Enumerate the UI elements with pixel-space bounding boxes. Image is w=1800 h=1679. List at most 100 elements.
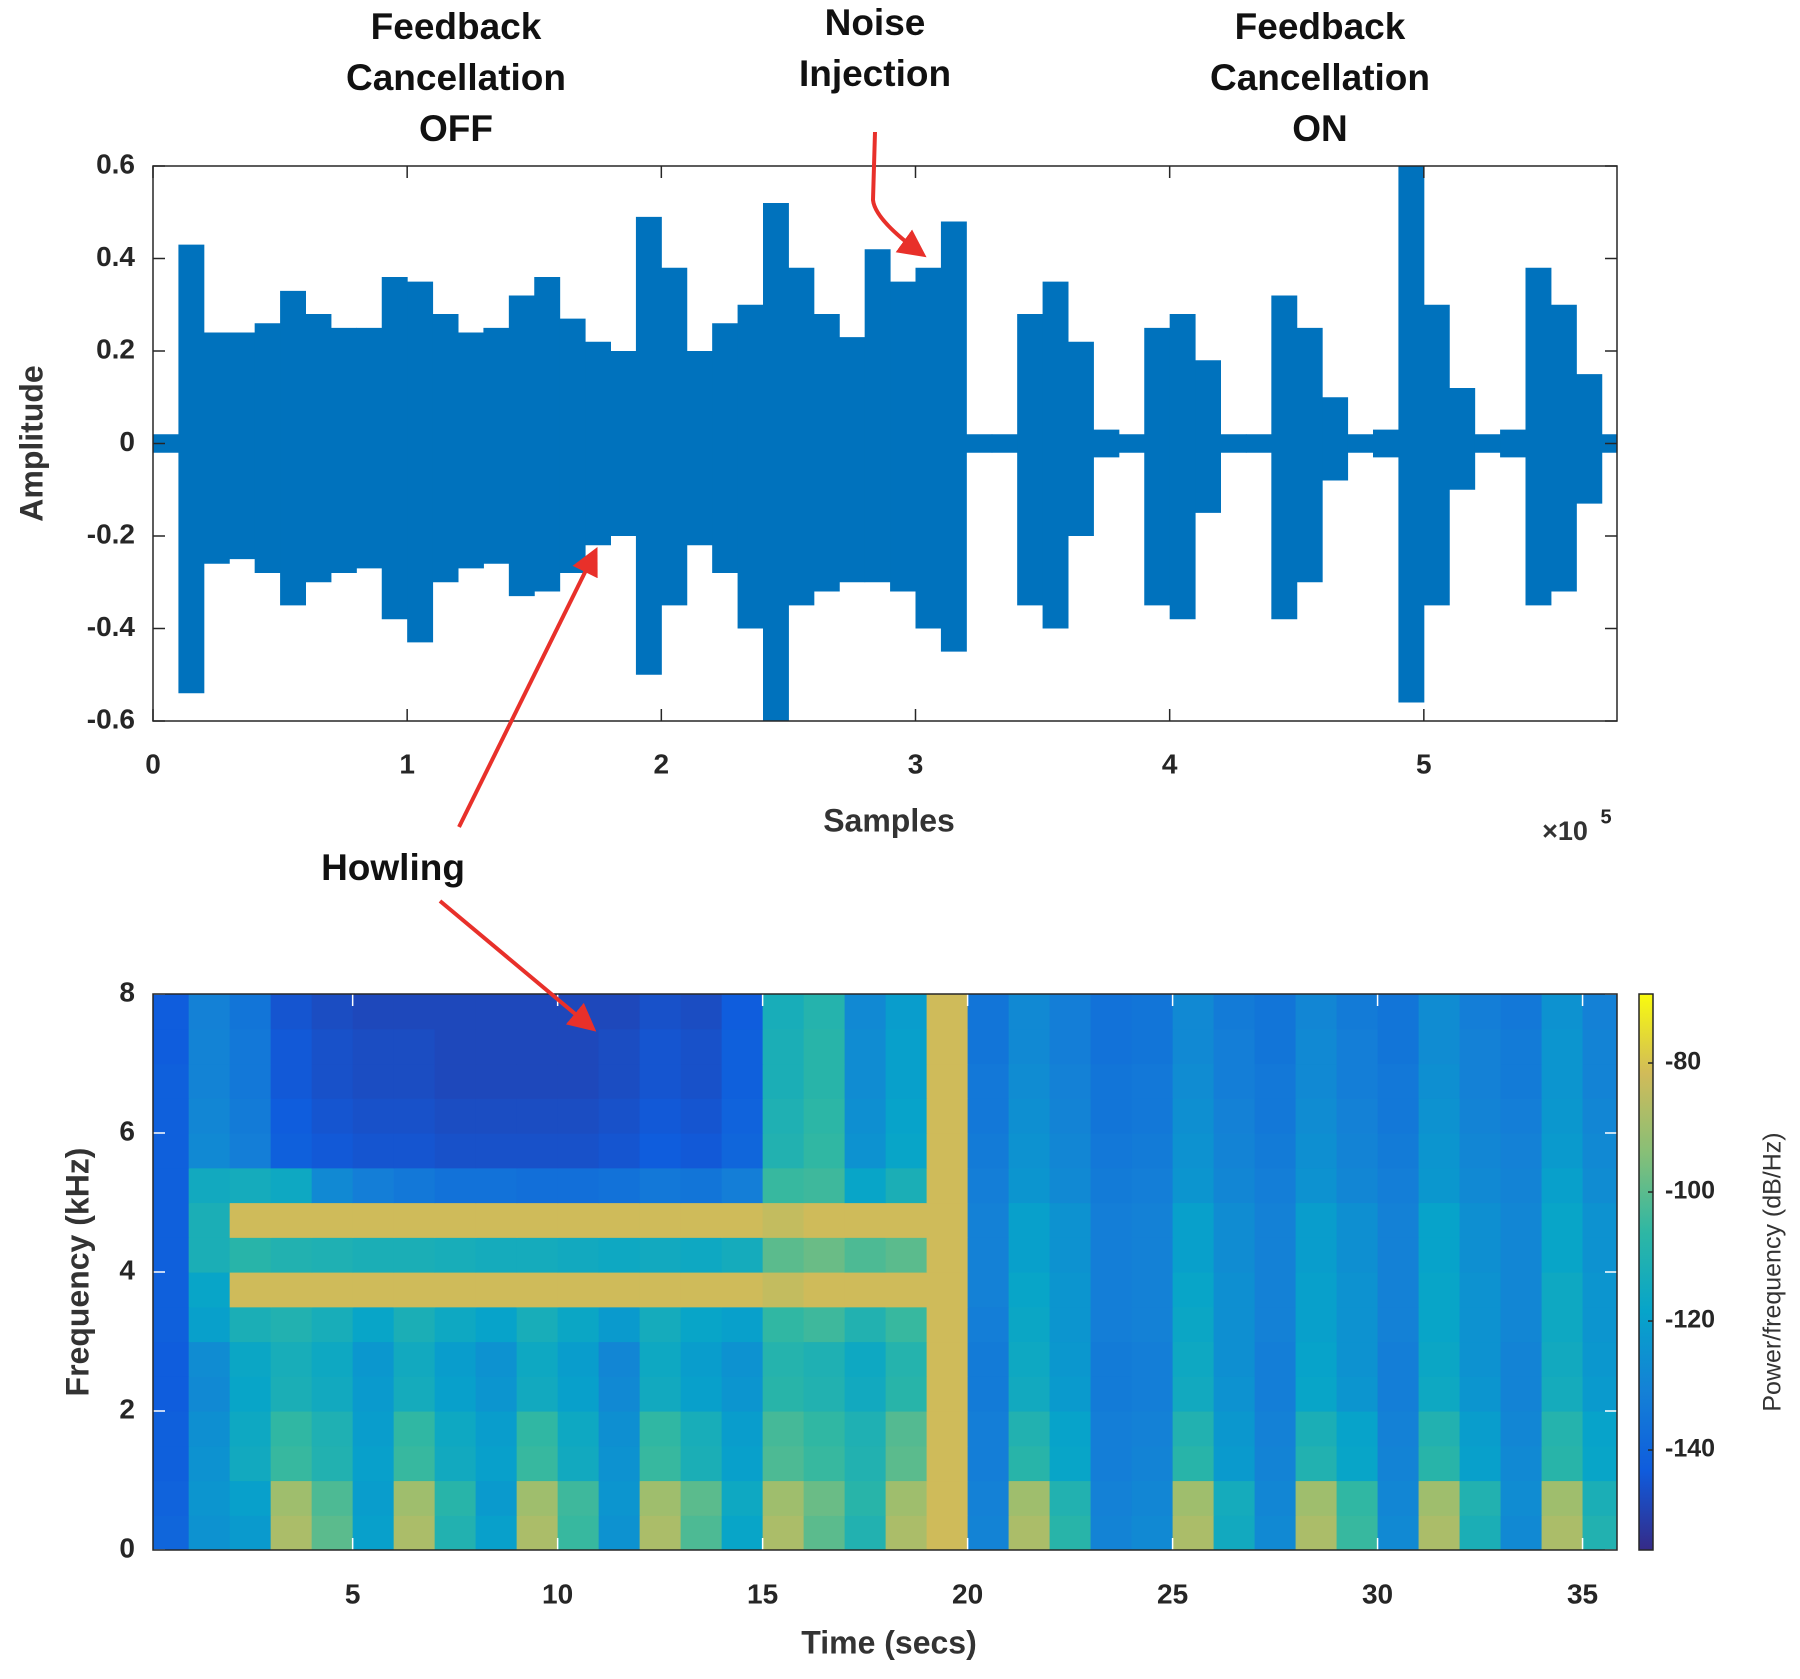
cell <box>1213 1515 1256 1550</box>
cell <box>1336 1411 1379 1447</box>
cell <box>762 1411 805 1447</box>
x-axis-label: Time (secs) <box>801 1624 977 1660</box>
cell <box>1459 1480 1502 1516</box>
cell <box>1459 1167 1502 1204</box>
y-tick-label: 0.4 <box>96 241 135 272</box>
cell <box>1254 1445 1297 1482</box>
cell <box>1049 1237 1092 1273</box>
cell <box>393 994 436 1030</box>
cell <box>188 1167 231 1204</box>
cell <box>803 1445 846 1482</box>
cell <box>680 1272 723 1308</box>
cell <box>1090 1202 1133 1238</box>
cell <box>1254 1202 1297 1238</box>
cell <box>1213 1306 1256 1343</box>
envelope-bar <box>1017 314 1044 606</box>
envelope-bar <box>839 337 866 583</box>
cell <box>762 1098 805 1134</box>
cell <box>434 1272 477 1308</box>
cell <box>1377 1376 1420 1412</box>
cell <box>680 1515 723 1550</box>
x-tick-label: 25 <box>1157 1578 1188 1609</box>
cell <box>639 1480 682 1516</box>
cell <box>188 1028 231 1065</box>
cell <box>1336 1028 1379 1065</box>
cell <box>475 1445 518 1482</box>
cell <box>1336 1098 1379 1134</box>
y-tick-label: 0 <box>119 426 135 457</box>
cell <box>270 1306 313 1343</box>
cell <box>967 1376 1010 1412</box>
cell <box>557 994 600 1030</box>
cell <box>1090 1028 1133 1065</box>
cell <box>153 1376 190 1412</box>
cell <box>557 1202 600 1238</box>
cell <box>598 1411 641 1447</box>
cell <box>1541 1272 1584 1308</box>
cell <box>967 1272 1010 1308</box>
cell <box>639 1133 682 1169</box>
cell <box>1377 1480 1420 1516</box>
cell <box>1213 1028 1256 1065</box>
cell <box>1500 1445 1543 1482</box>
howling-arrow <box>438 899 597 1032</box>
cell <box>967 1098 1010 1134</box>
cell <box>598 1272 641 1308</box>
cell <box>680 1133 723 1169</box>
x-tick-label: 5 <box>1416 748 1432 779</box>
cell <box>1500 1515 1543 1550</box>
cell <box>844 1098 887 1134</box>
cell <box>1377 1202 1420 1238</box>
cell <box>680 1063 723 1099</box>
cell <box>639 1098 682 1134</box>
cell <box>434 1028 477 1065</box>
cell <box>926 1411 969 1447</box>
cell <box>1254 1028 1297 1065</box>
cell <box>1582 1515 1617 1550</box>
cell <box>1090 1515 1133 1550</box>
y-axis-label: Amplitude <box>13 365 49 521</box>
cell <box>1049 1202 1092 1238</box>
cell <box>803 1272 846 1308</box>
cell <box>844 1445 887 1482</box>
cell <box>352 1411 395 1447</box>
axes: 5 10 15 20 25 30 35 0 2 4 6 8 Time (secs) Frequency (… <box>59 976 1618 1660</box>
cell <box>680 994 723 1030</box>
cell <box>967 1341 1010 1377</box>
cell <box>153 994 190 1030</box>
cell <box>153 1411 190 1447</box>
cell <box>153 1341 190 1377</box>
cell <box>188 1411 231 1447</box>
cell <box>1541 994 1584 1030</box>
envelope-bar <box>1347 434 1374 453</box>
cell <box>639 1411 682 1447</box>
cell <box>475 1341 518 1377</box>
cell <box>1254 1167 1297 1204</box>
cell <box>1213 1445 1256 1482</box>
cell <box>1418 1411 1461 1447</box>
cell <box>1008 1133 1051 1169</box>
axes: 0 1 2 3 4 5 -0.6 -0.4 -0.2 0 0.2 0.4 0.6 Samples Ampli… <box>13 148 1618 838</box>
cell <box>475 1133 518 1169</box>
cell <box>1377 1063 1420 1099</box>
cell <box>885 1063 928 1099</box>
cell <box>475 1515 518 1550</box>
cell <box>1008 1480 1051 1516</box>
y-tick-label: -0.6 <box>87 703 135 734</box>
cell <box>1254 1237 1297 1273</box>
envelope-bar <box>1373 429 1399 458</box>
cell <box>229 1063 272 1099</box>
cell <box>270 1237 313 1273</box>
cell <box>1049 1063 1092 1099</box>
cell <box>434 1098 477 1134</box>
cell <box>1008 1028 1051 1065</box>
cell <box>1172 1445 1215 1482</box>
envelope-bar <box>559 318 586 573</box>
cell <box>598 1167 641 1204</box>
cell <box>967 1445 1010 1482</box>
colorbar-label: Power/frequency (dB/Hz) <box>1759 1132 1787 1411</box>
envelope-bar <box>254 323 281 573</box>
cell <box>1090 1133 1133 1169</box>
cell <box>1049 1515 1092 1550</box>
cell <box>1254 1063 1297 1099</box>
